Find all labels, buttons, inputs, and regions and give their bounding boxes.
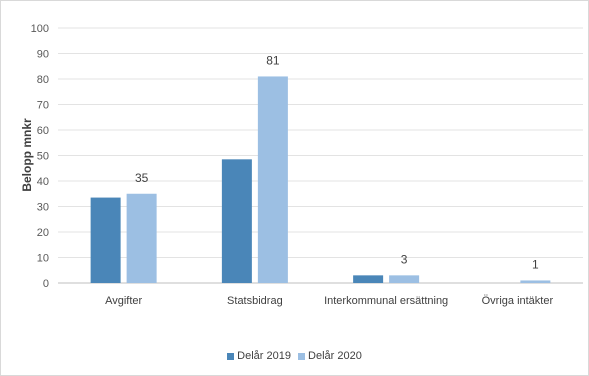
bar-2-2: [257, 76, 288, 283]
legend-label-series-2: Delår 2020: [308, 350, 362, 362]
data-label: 3: [401, 252, 408, 266]
y-tick-label: 80: [37, 74, 49, 86]
bar-1-2: [221, 159, 252, 283]
bar-2-3: [389, 275, 420, 283]
bar-2-1: [126, 193, 157, 283]
y-tick-label: 10: [37, 253, 49, 265]
y-tick-label: 20: [37, 227, 49, 239]
y-axis-label: Belopp mnkr: [20, 118, 34, 192]
category-label: Övriga intäkter: [482, 295, 554, 307]
category-label: Interkommunal ersättning: [324, 295, 448, 307]
data-label: 35: [135, 171, 149, 185]
bar-1-1: [90, 197, 121, 283]
category-label: Statsbidrag: [227, 295, 283, 307]
y-tick-label: 60: [37, 125, 49, 137]
legend-item-series-1: Delår 2019: [227, 350, 291, 362]
y-tick-label: 30: [37, 202, 49, 214]
legend-item-series-2: Delår 2020: [298, 350, 362, 362]
legend: Delår 2019 Delår 2020: [0, 350, 589, 363]
data-label: 1: [532, 257, 539, 271]
legend-label-series-1: Delår 2019: [237, 350, 291, 362]
y-tick-label: 90: [37, 49, 49, 61]
y-tick-label: 50: [37, 151, 49, 163]
legend-swatch-series-2: [298, 352, 306, 360]
y-tick-label: 40: [37, 176, 49, 188]
legend-swatch-series-1: [227, 352, 235, 360]
bar-2-4: [520, 280, 551, 283]
y-tick-label: 100: [31, 23, 49, 35]
y-tick-label: 70: [37, 100, 49, 112]
data-label: 81: [266, 53, 280, 67]
bar-1-3: [353, 275, 384, 283]
category-label: Avgifter: [105, 295, 142, 307]
y-tick-label: 0: [43, 278, 49, 290]
